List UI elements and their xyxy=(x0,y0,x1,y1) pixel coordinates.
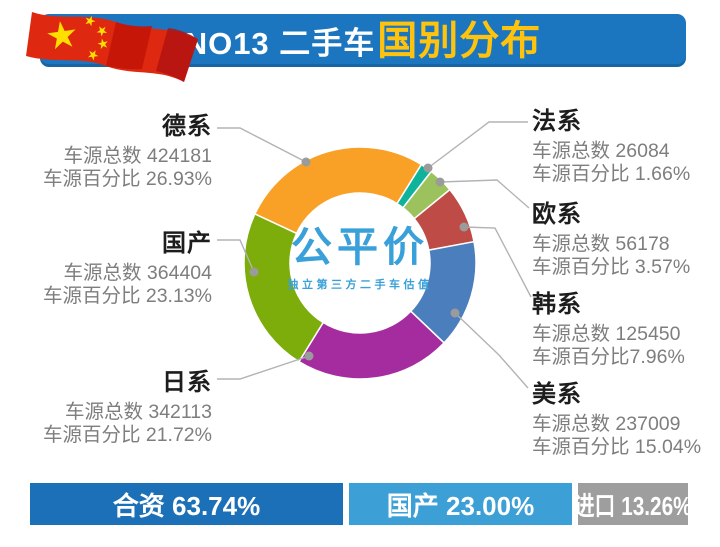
flag-fold xyxy=(156,28,198,82)
dot-korea xyxy=(459,222,469,232)
brand-logo-tagline: 独立第三方二手车估值 xyxy=(287,279,433,291)
callout-title: 国产 xyxy=(162,230,212,257)
leader-line-germany xyxy=(217,127,307,163)
callout-title: 法系 xyxy=(532,108,582,135)
donut-segment-0 xyxy=(253,146,423,235)
callout-total: 车源总数 342113 xyxy=(64,401,212,423)
summary-bar-domestic: 国产 23.00% xyxy=(349,483,572,525)
leader-line-usa xyxy=(454,312,529,389)
callout-europe: 欧系 车源总数 56178 车源百分比 3.57% xyxy=(532,194,690,279)
callout-title: 德系 xyxy=(162,113,212,140)
callout-total: 车源总数 237009 xyxy=(532,413,681,435)
callout-domestic: 国产 车源总数 364404 车源百分比 23.13% xyxy=(43,223,212,308)
callout-japan: 日系 车源总数 342113 车源百分比 21.72% xyxy=(43,362,212,447)
flag-fold xyxy=(106,22,152,70)
summary-bar-label: 进口 13.26% xyxy=(574,490,692,521)
callout-total: 车源总数 56178 xyxy=(532,233,670,255)
dot-europe xyxy=(435,177,445,187)
callout-total: 车源总数 364404 xyxy=(63,262,213,284)
callout-total: 车源总数 424181 xyxy=(63,145,213,167)
callout-title: 美系 xyxy=(532,381,582,408)
brand-logo-name: 公平价 xyxy=(291,224,429,270)
callout-percent: 车源百分比7.96% xyxy=(532,346,685,368)
callout-korea: 韩系 车源总数 125450 车源百分比7.96% xyxy=(532,284,685,369)
callout-title: 欧系 xyxy=(532,201,582,228)
page-title: NO13 二手车 xyxy=(184,26,376,61)
brand-logo: 公平价 独立第三方二手车估值 xyxy=(0,227,720,292)
page-title-highlight: 国别分布 xyxy=(377,18,542,63)
summary-bar-label: 合资 63.74% xyxy=(112,490,261,521)
summary-bar-label: 国产 23.00% xyxy=(386,490,535,521)
callout-germany: 德系 车源总数 424181 车源百分比 26.93% xyxy=(43,106,212,191)
callout-percent: 车源百分比 21.72% xyxy=(42,424,212,446)
leader-line-domestic xyxy=(217,239,255,273)
callout-percent: 车源百分比 1.66% xyxy=(532,163,691,185)
callout-total: 车源总数 26084 xyxy=(532,140,670,162)
summary-bar-joint-venture: 合资 63.74% xyxy=(30,483,343,525)
dot-france xyxy=(423,163,433,173)
leader-line-japan xyxy=(217,355,310,380)
callout-percent: 车源百分比 3.57% xyxy=(532,256,691,278)
callout-dots xyxy=(249,157,469,361)
dot-germany xyxy=(301,157,311,167)
callout-usa: 美系 车源总数 237009 车源百分比 15.04% xyxy=(532,374,701,459)
summary-bar-imported: 进口 13.26% xyxy=(574,483,692,525)
callout-total: 车源总数 125450 xyxy=(532,323,681,345)
callout-percent: 车源百分比 15.04% xyxy=(532,436,702,458)
leader-line-france xyxy=(427,121,528,169)
callout-title: 日系 xyxy=(162,369,212,396)
callout-percent: 车源百分比 23.13% xyxy=(42,285,212,307)
donut-segment-6 xyxy=(243,212,325,363)
callout-percent: 车源百分比 26.93% xyxy=(42,168,212,190)
china-flag-icon xyxy=(26,12,198,82)
leader-line-korea xyxy=(463,226,532,298)
dot-usa xyxy=(450,308,460,318)
callout-title: 韩系 xyxy=(532,291,582,318)
dot-japan xyxy=(304,351,314,361)
dot-domestic xyxy=(249,267,259,277)
leader-line-europe xyxy=(439,179,530,209)
callout-france: 法系 车源总数 26084 车源百分比 1.66% xyxy=(532,101,690,186)
leader-lines xyxy=(217,121,532,389)
